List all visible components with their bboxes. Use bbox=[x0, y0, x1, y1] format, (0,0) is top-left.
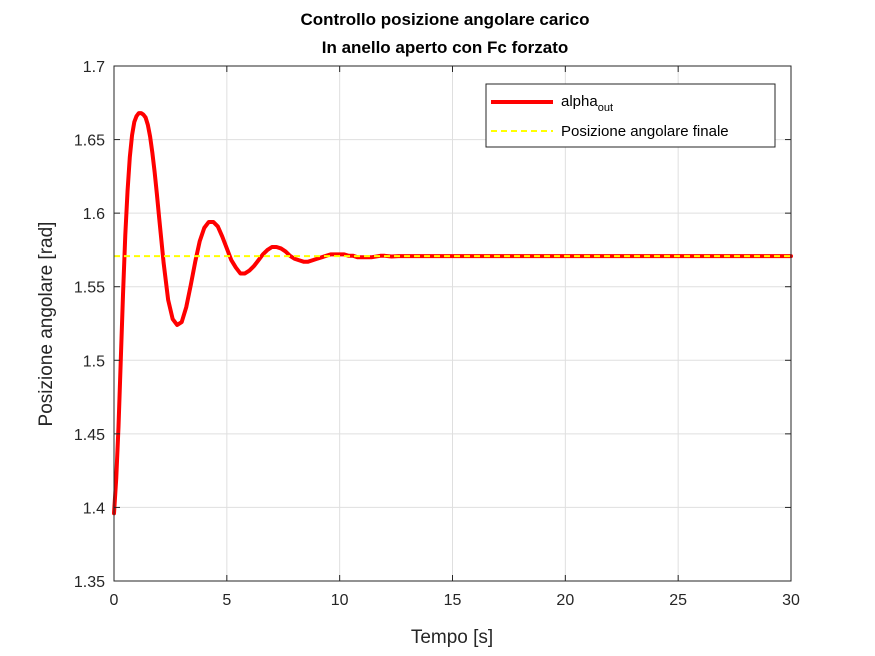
chart-title-line-2: In anello aperto con Fc forzato bbox=[322, 38, 569, 57]
legend-label-alpha-text: alpha bbox=[561, 93, 598, 110]
x-tick-label: 30 bbox=[782, 592, 800, 609]
series-layer bbox=[112, 111, 793, 516]
y-tick-label: 1.45 bbox=[74, 427, 105, 444]
y-tick-label: 1.35 bbox=[74, 574, 105, 591]
y-tick-label: 1.7 bbox=[83, 59, 105, 76]
x-axis-label: Tempo [s] bbox=[411, 627, 493, 648]
x-tick-label: 5 bbox=[222, 592, 231, 609]
legend-label-alpha-subscript: out bbox=[598, 102, 613, 114]
y-axis-label: Posizione angolare [rad] bbox=[36, 222, 57, 427]
y-tick-label: 1.6 bbox=[83, 206, 105, 223]
x-tick-label: 10 bbox=[331, 592, 349, 609]
legend: alphaout Posizione angolare finale bbox=[485, 83, 776, 148]
x-tick-label: 15 bbox=[444, 592, 462, 609]
legend-label-alpha-out: alphaout bbox=[561, 93, 613, 114]
y-tick-label: 1.65 bbox=[74, 133, 105, 150]
ticks: 0 5 10 15 20 25 30 1.35 1.4 1.45 1.5 1.55 1.6 1.65 1.7 bbox=[74, 59, 800, 609]
x-tick-label: 25 bbox=[669, 592, 687, 609]
chart-title-line-1: Controllo posizione angolare carico bbox=[300, 10, 589, 29]
y-tick-label: 1.5 bbox=[83, 353, 105, 370]
x-tick-label: 20 bbox=[556, 592, 574, 609]
legend-box bbox=[485, 83, 776, 148]
x-tick-label: 0 bbox=[110, 592, 119, 609]
y-tick-label: 1.4 bbox=[83, 500, 105, 517]
legend-label-final-position: Posizione angolare finale bbox=[561, 123, 729, 140]
y-tick-label: 1.55 bbox=[74, 280, 105, 297]
